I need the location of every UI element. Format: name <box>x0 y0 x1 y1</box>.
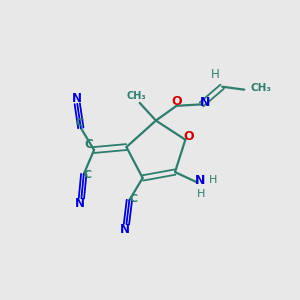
Text: N: N <box>120 223 130 236</box>
Text: C: C <box>75 118 83 128</box>
Text: N: N <box>75 197 85 210</box>
Text: H: H <box>211 68 220 81</box>
Text: N: N <box>200 96 210 110</box>
Text: C: C <box>130 194 138 204</box>
Text: N: N <box>72 92 82 105</box>
Text: CH₃: CH₃ <box>250 83 271 93</box>
Text: C: C <box>84 138 93 151</box>
Text: H: H <box>197 189 206 199</box>
Text: C: C <box>83 170 91 180</box>
Text: O: O <box>172 95 182 108</box>
Text: CH₃: CH₃ <box>127 91 147 100</box>
Text: H: H <box>209 175 218 185</box>
Text: O: O <box>184 130 194 143</box>
Text: N: N <box>195 173 205 187</box>
